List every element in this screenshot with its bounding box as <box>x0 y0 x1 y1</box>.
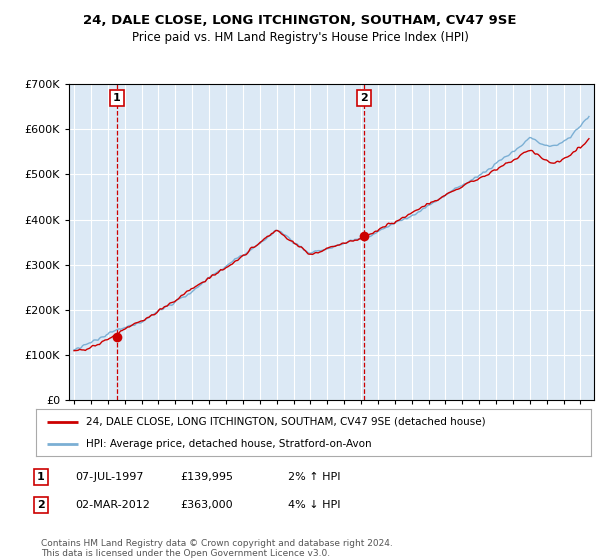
Text: 1: 1 <box>37 472 44 482</box>
Text: 4% ↓ HPI: 4% ↓ HPI <box>288 500 341 510</box>
Text: Contains HM Land Registry data © Crown copyright and database right 2024.
This d: Contains HM Land Registry data © Crown c… <box>41 539 392 558</box>
Text: 2: 2 <box>360 93 368 103</box>
Text: 24, DALE CLOSE, LONG ITCHINGTON, SOUTHAM, CV47 9SE (detached house): 24, DALE CLOSE, LONG ITCHINGTON, SOUTHAM… <box>86 417 485 427</box>
Text: 02-MAR-2012: 02-MAR-2012 <box>75 500 150 510</box>
Text: 07-JUL-1997: 07-JUL-1997 <box>75 472 143 482</box>
Text: 2% ↑ HPI: 2% ↑ HPI <box>288 472 341 482</box>
Text: 1: 1 <box>113 93 121 103</box>
Text: £139,995: £139,995 <box>180 472 233 482</box>
Text: 2: 2 <box>37 500 44 510</box>
Text: Price paid vs. HM Land Registry's House Price Index (HPI): Price paid vs. HM Land Registry's House … <box>131 31 469 44</box>
Text: HPI: Average price, detached house, Stratford-on-Avon: HPI: Average price, detached house, Stra… <box>86 438 371 449</box>
Text: £363,000: £363,000 <box>180 500 233 510</box>
Text: 24, DALE CLOSE, LONG ITCHINGTON, SOUTHAM, CV47 9SE: 24, DALE CLOSE, LONG ITCHINGTON, SOUTHAM… <box>83 14 517 27</box>
